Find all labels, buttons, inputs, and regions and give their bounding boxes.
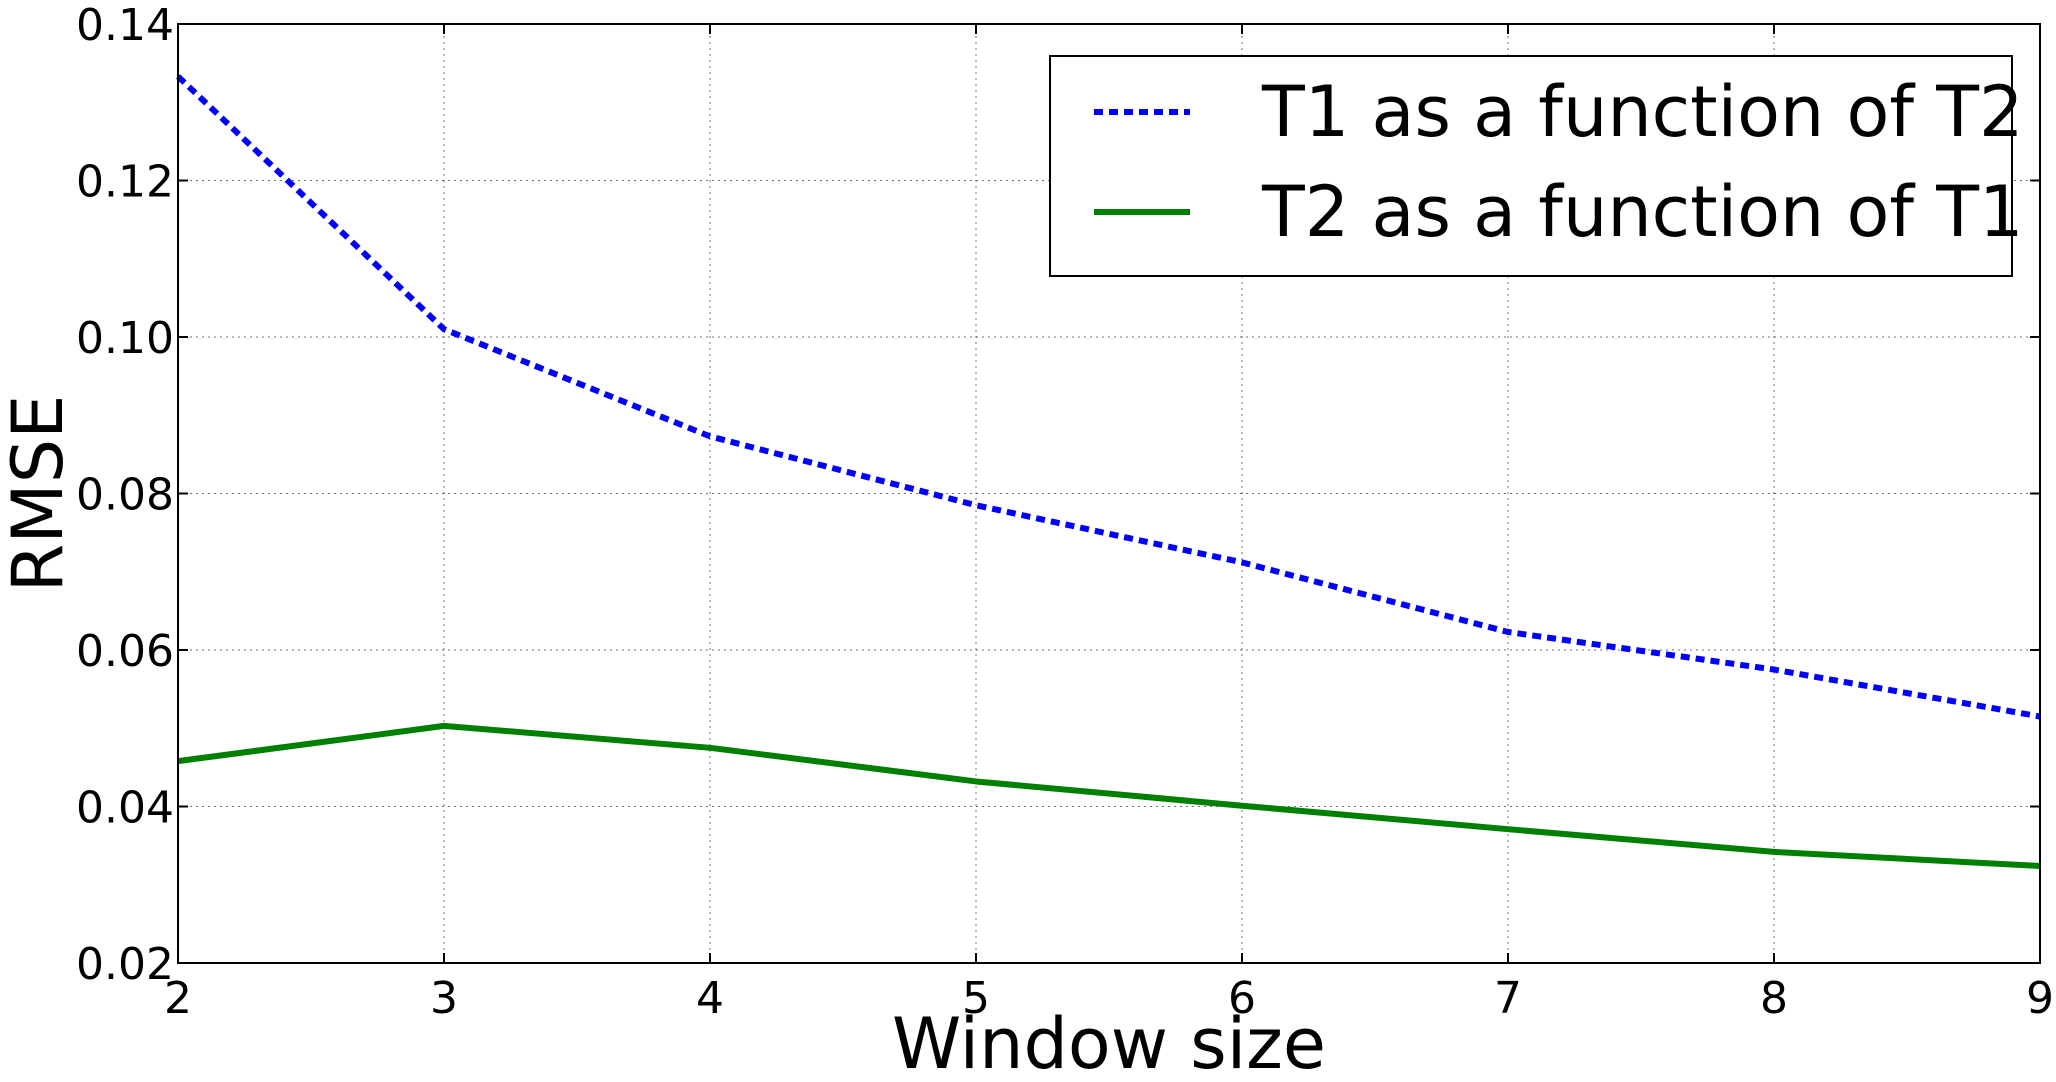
x-axis-label: Window size [892,1003,1326,1078]
y-tick-label: 0.02 [76,939,174,990]
x-tick-label: 5 [962,973,990,1024]
x-tick-label: 3 [430,973,458,1024]
y-tick-label: 0.06 [76,626,174,677]
legend: T1 as a function of T2 T2 as a function … [1049,55,2024,277]
legend-box [1049,55,2013,277]
y-axis-label: RMSE [0,395,79,593]
x-tick-label: 7 [1494,973,1522,1024]
series-line-t1-of-t2 [175,74,2041,720]
legend-label-t1-of-t2: T1 as a function of T2 [1261,71,2024,153]
y-tick-label: 0.08 [76,470,174,521]
x-tick-label: 2 [164,973,192,1024]
x-tick-label: 6 [1228,973,1256,1024]
x-tick-label: 4 [696,973,724,1024]
y-tick-label: 0.10 [76,313,174,364]
tick-layer: 2 3 4 5 6 7 8 9 0.02 0.04 0.06 0.08 0.10 0.12 0.14 [76,0,2054,1024]
series-line-t2-of-t1 [177,722,2041,869]
series-layer [175,74,2041,869]
y-tick-label: 0.04 [76,783,174,834]
y-tick-label: 0.12 [76,157,174,208]
y-tick-label: 0.14 [76,0,174,51]
legend-label-t2-of-t1: T2 as a function of T1 [1261,171,2024,253]
x-tick-label: 8 [1760,973,1788,1024]
x-tick-label: 9 [2026,973,2054,1024]
